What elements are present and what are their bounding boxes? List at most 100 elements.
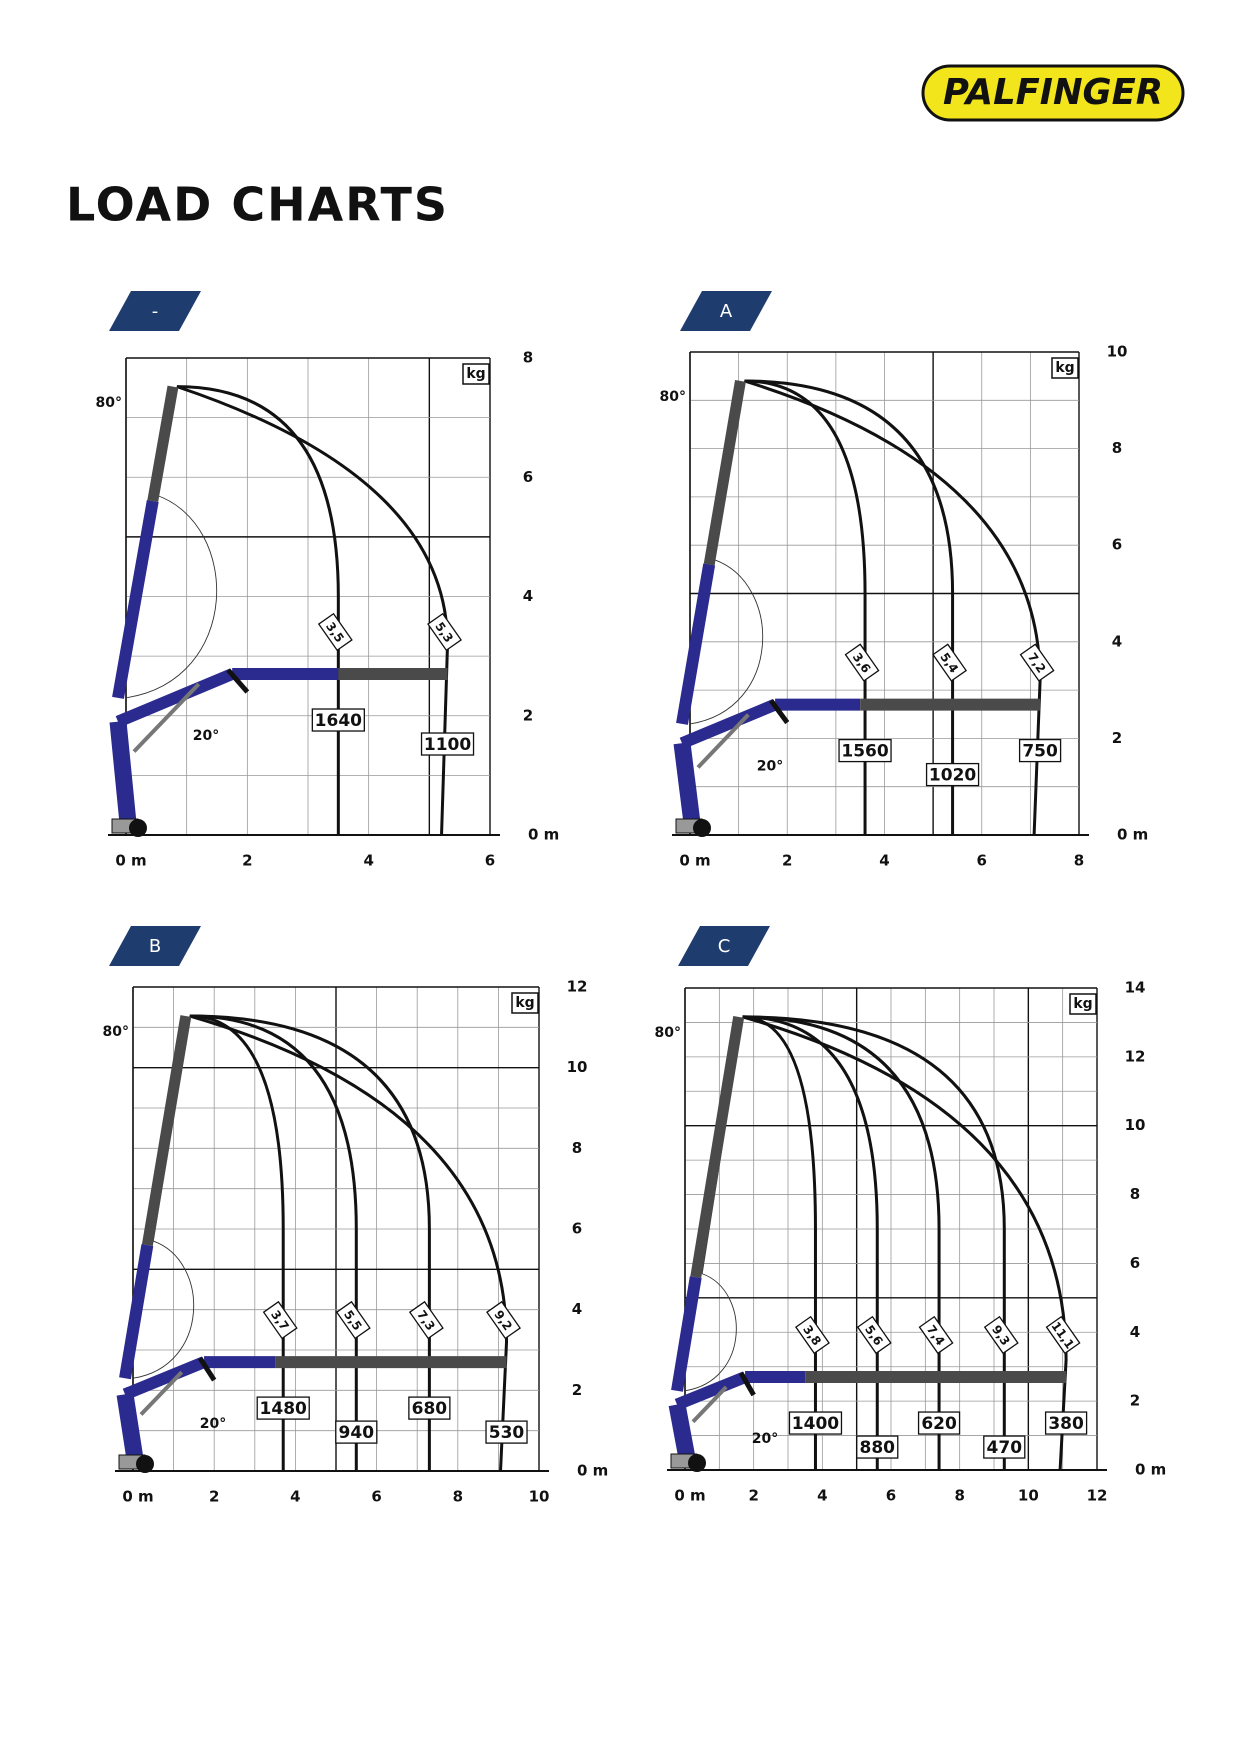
outreach-tag-box xyxy=(262,1300,298,1340)
unit-label: kg xyxy=(515,995,534,1011)
tab-label: C xyxy=(718,936,731,957)
load-box xyxy=(256,1396,310,1420)
y-tick-label: 8 xyxy=(1130,1185,1140,1203)
outreach-tag: 3,7 xyxy=(262,1300,298,1340)
x-tick-label: 4 xyxy=(363,852,373,870)
load-box xyxy=(1018,738,1062,763)
load-box xyxy=(311,708,365,732)
y-tick-label: 4 xyxy=(523,587,533,605)
load-box xyxy=(856,1435,899,1459)
angle-label: 80° xyxy=(660,389,686,405)
crane-wheel xyxy=(136,1455,154,1473)
outreach-tag: 3,5 xyxy=(317,612,353,652)
load-box xyxy=(838,738,892,763)
load-label: 380 xyxy=(1048,1414,1084,1434)
load-box xyxy=(420,732,475,756)
outreach-tag: 5,3 xyxy=(427,612,462,652)
column xyxy=(116,1393,144,1461)
y-tick-label: 6 xyxy=(572,1220,582,1238)
load-curve xyxy=(176,385,340,835)
upper-boom xyxy=(141,1015,192,1247)
load-box xyxy=(983,1435,1026,1459)
load-label: 750 xyxy=(1022,742,1058,762)
unit-box xyxy=(511,992,539,1014)
y-tick-label: 14 xyxy=(1125,979,1146,997)
unit-label: kg xyxy=(1073,996,1092,1012)
x-tick-label: 2 xyxy=(209,1488,219,1506)
tab-label: B xyxy=(149,936,161,957)
cylinder xyxy=(769,699,790,725)
load-box xyxy=(788,1411,843,1435)
load-curve xyxy=(742,1015,941,1470)
load-label: 1400 xyxy=(792,1414,839,1434)
load-curve xyxy=(176,385,450,836)
outreach-tag-box xyxy=(335,1300,371,1340)
load-curve xyxy=(742,1015,879,1470)
load-curve xyxy=(189,1014,431,1471)
column xyxy=(668,1403,696,1460)
y-tick-label: 8 xyxy=(572,1139,582,1157)
knuckle-boom xyxy=(122,1356,207,1400)
cylinder xyxy=(696,713,750,769)
load-curve xyxy=(189,1014,285,1471)
upper-boom xyxy=(147,385,179,503)
load-label: 1020 xyxy=(929,766,976,786)
logo-badge xyxy=(921,64,1185,122)
cylinder xyxy=(132,682,201,753)
inner-boom xyxy=(671,1276,702,1392)
load-label: 530 xyxy=(489,1423,525,1443)
angle-label: 20° xyxy=(757,759,783,775)
outreach-tag-box xyxy=(408,1300,444,1340)
load-curve xyxy=(742,1015,1006,1470)
envelope xyxy=(689,380,764,725)
load-chart: C 0 m 2 4 6 8 10 12 0 m 2 4 6 8 10 12 14 kg 80° 20° 3,8 1400… xyxy=(655,926,1166,1505)
load-curve xyxy=(744,379,955,835)
upper-boom xyxy=(703,380,746,566)
inner-boom xyxy=(119,1244,154,1380)
outreach-tag-box xyxy=(983,1315,1019,1355)
load-curve xyxy=(744,379,867,835)
x-tick-label: 4 xyxy=(879,852,889,870)
x-tick-label: 4 xyxy=(817,1487,827,1505)
y-tick-label: 8 xyxy=(523,349,533,367)
cylinder xyxy=(139,1370,184,1416)
load-label: 470 xyxy=(987,1438,1023,1458)
outreach-tag: 3,6 xyxy=(844,643,880,682)
x-tick-label: 8 xyxy=(954,1487,964,1505)
angle-label: 80° xyxy=(655,1025,681,1041)
outreach-tag-box xyxy=(795,1315,830,1355)
outreach-tag: 7,2 xyxy=(1019,643,1055,682)
load-curve xyxy=(742,1015,1068,1471)
y-tick-label: 0 m xyxy=(1117,826,1148,844)
load-label: 1560 xyxy=(841,742,888,762)
tab xyxy=(680,291,772,331)
page-title: LOAD CHARTS xyxy=(66,178,449,232)
outreach-tag: 9,3 xyxy=(983,1315,1019,1355)
load-label: 1100 xyxy=(424,735,471,755)
knuckle-boom xyxy=(115,668,235,728)
y-tick-label: 12 xyxy=(567,978,588,996)
load-curve xyxy=(189,1014,509,1472)
angle-label: 20° xyxy=(193,728,219,744)
load-box xyxy=(1044,1411,1088,1435)
upper-boom xyxy=(690,1016,745,1279)
outreach-tag: 7,4 xyxy=(918,1315,954,1355)
x-tick-label: 10 xyxy=(529,1488,550,1506)
inner-boom xyxy=(112,500,159,699)
cylinder xyxy=(226,668,250,694)
y-tick-label: 0 m xyxy=(528,826,559,844)
load-box xyxy=(335,1420,378,1444)
knuckle-boom xyxy=(679,699,778,749)
y-tick-label: 2 xyxy=(1130,1392,1140,1410)
tab-label: A xyxy=(720,301,733,322)
load-box xyxy=(917,1411,961,1435)
outreach-tag: 7,3 xyxy=(408,1300,444,1340)
load-label: 680 xyxy=(412,1399,448,1419)
angle-label: 20° xyxy=(752,1431,778,1447)
column xyxy=(109,720,137,824)
y-tick-label: 0 m xyxy=(577,1462,608,1480)
angle-label: 80° xyxy=(103,1024,129,1040)
load-label: 940 xyxy=(339,1423,375,1443)
x-tick-label: 8 xyxy=(453,1488,463,1506)
